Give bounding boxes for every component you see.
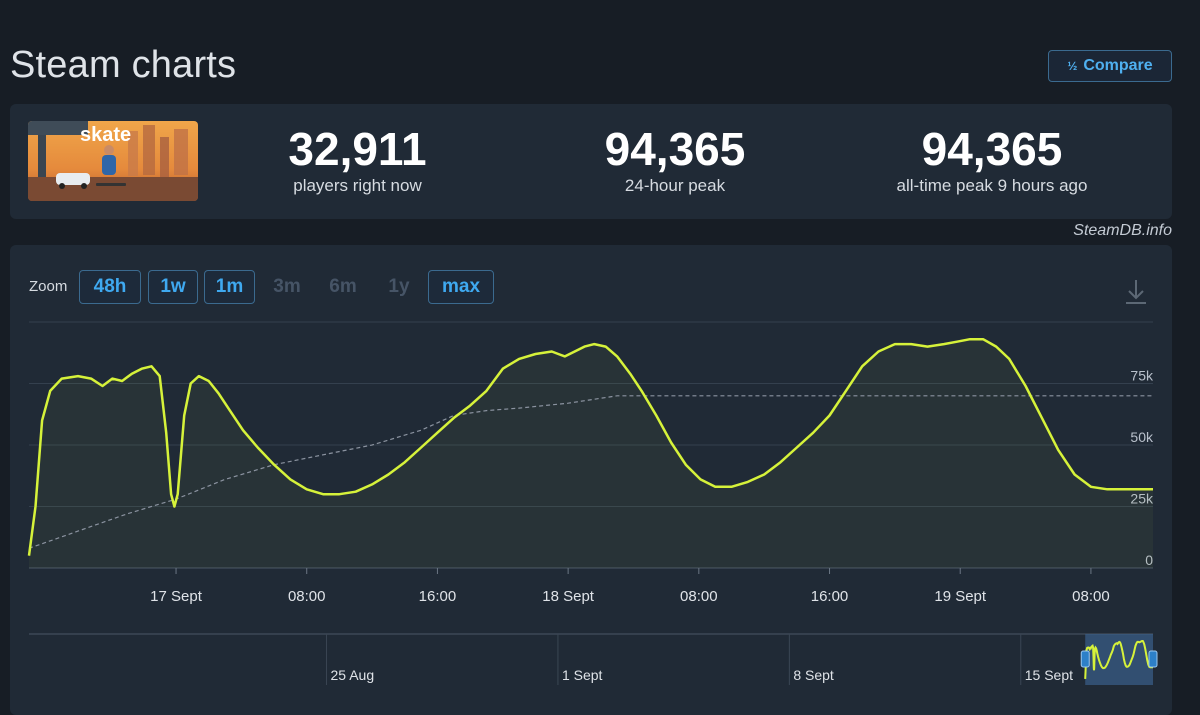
y-tick-label: 0 <box>1145 552 1153 568</box>
zoom-3m-button: 3m <box>273 276 301 297</box>
stat-label: 24-hour peak <box>624 176 726 195</box>
stat-value: 32,911 <box>288 123 427 175</box>
x-axis-ticks: 17 Sept 08:00 16:00 18 Sept 08:00 16:00 19 Sep… <box>150 568 1110 605</box>
compare-label: Compare <box>1083 57 1153 74</box>
series-area <box>29 339 1153 568</box>
navigator-line <box>1084 640 1153 679</box>
x-tick-label: 08:00 <box>288 588 326 605</box>
x-tick-label: 18 Sept <box>542 588 595 605</box>
y-tick-label: 50k <box>1130 429 1154 445</box>
x-tick-label: 16:00 <box>419 588 457 605</box>
y-axis-ticks: 0 25k 50k 75k <box>1130 368 1154 569</box>
stat-all-time-peak: 94,365 all-time peak 9 hours ago <box>872 124 1112 196</box>
x-tick-label: 17 Sept <box>150 588 203 605</box>
stat-players-now: 32,911 players right now <box>270 124 445 196</box>
stat-label: players right now <box>293 176 422 195</box>
zoom-48h-button[interactable]: 48h <box>79 270 141 304</box>
zoom-1m-button[interactable]: 1m <box>204 270 255 304</box>
zoom-1y-button: 1y <box>388 276 410 297</box>
stat-24h-peak: 94,365 24-hour peak <box>580 124 770 196</box>
zoom-6m-button: 6m <box>329 276 357 297</box>
stat-label: all-time peak 9 hours ago <box>896 176 1088 195</box>
zoom-label: Zoom <box>29 278 68 295</box>
stat-value: 94,365 <box>921 123 1063 175</box>
download-icon[interactable] <box>1124 278 1148 306</box>
y-tick-label: 25k <box>1130 491 1154 507</box>
stats-panel: skate 32,911 players right now 94,365 24… <box>10 104 1172 219</box>
game-logo: skate <box>80 124 131 146</box>
zoom-1w-button[interactable]: 1w <box>148 270 198 304</box>
navigator[interactable]: 25 Aug 1 Sept 8 Sept 15 Sept <box>29 633 1158 685</box>
x-tick-label: 19 Sept <box>934 588 987 605</box>
x-tick-label: 08:00 <box>1072 588 1110 605</box>
navigator-tick-label: 15 Sept <box>1025 667 1073 683</box>
x-tick-label: 16:00 <box>811 588 849 605</box>
navigator-handle-right <box>1148 650 1158 668</box>
stat-value: 94,365 <box>604 123 746 175</box>
chart-grid <box>29 321 1153 569</box>
navigator-handle-left <box>1080 650 1090 668</box>
navigator-tick-label: 1 Sept <box>562 667 603 683</box>
zoom-max-button[interactable]: max <box>428 270 494 304</box>
navigator-tick-label: 25 Aug <box>331 667 375 683</box>
y-tick-label: 75k <box>1130 368 1154 384</box>
fraction-icon: ½ <box>1067 58 1078 73</box>
navigator-tick-label: 8 Sept <box>793 667 834 683</box>
x-tick-label: 08:00 <box>680 588 718 605</box>
average-line <box>28 395 1153 549</box>
chart-panel <box>10 245 1172 715</box>
compare-button[interactable]: ½ Compare <box>1048 50 1172 82</box>
chart-series <box>27 337 1153 568</box>
game-thumbnail[interactable]: skate <box>28 121 198 201</box>
player-count-line <box>27 337 1153 556</box>
page-title: Steam charts <box>10 44 237 86</box>
steamdb-watermark: SteamDB.info <box>1073 222 1172 239</box>
